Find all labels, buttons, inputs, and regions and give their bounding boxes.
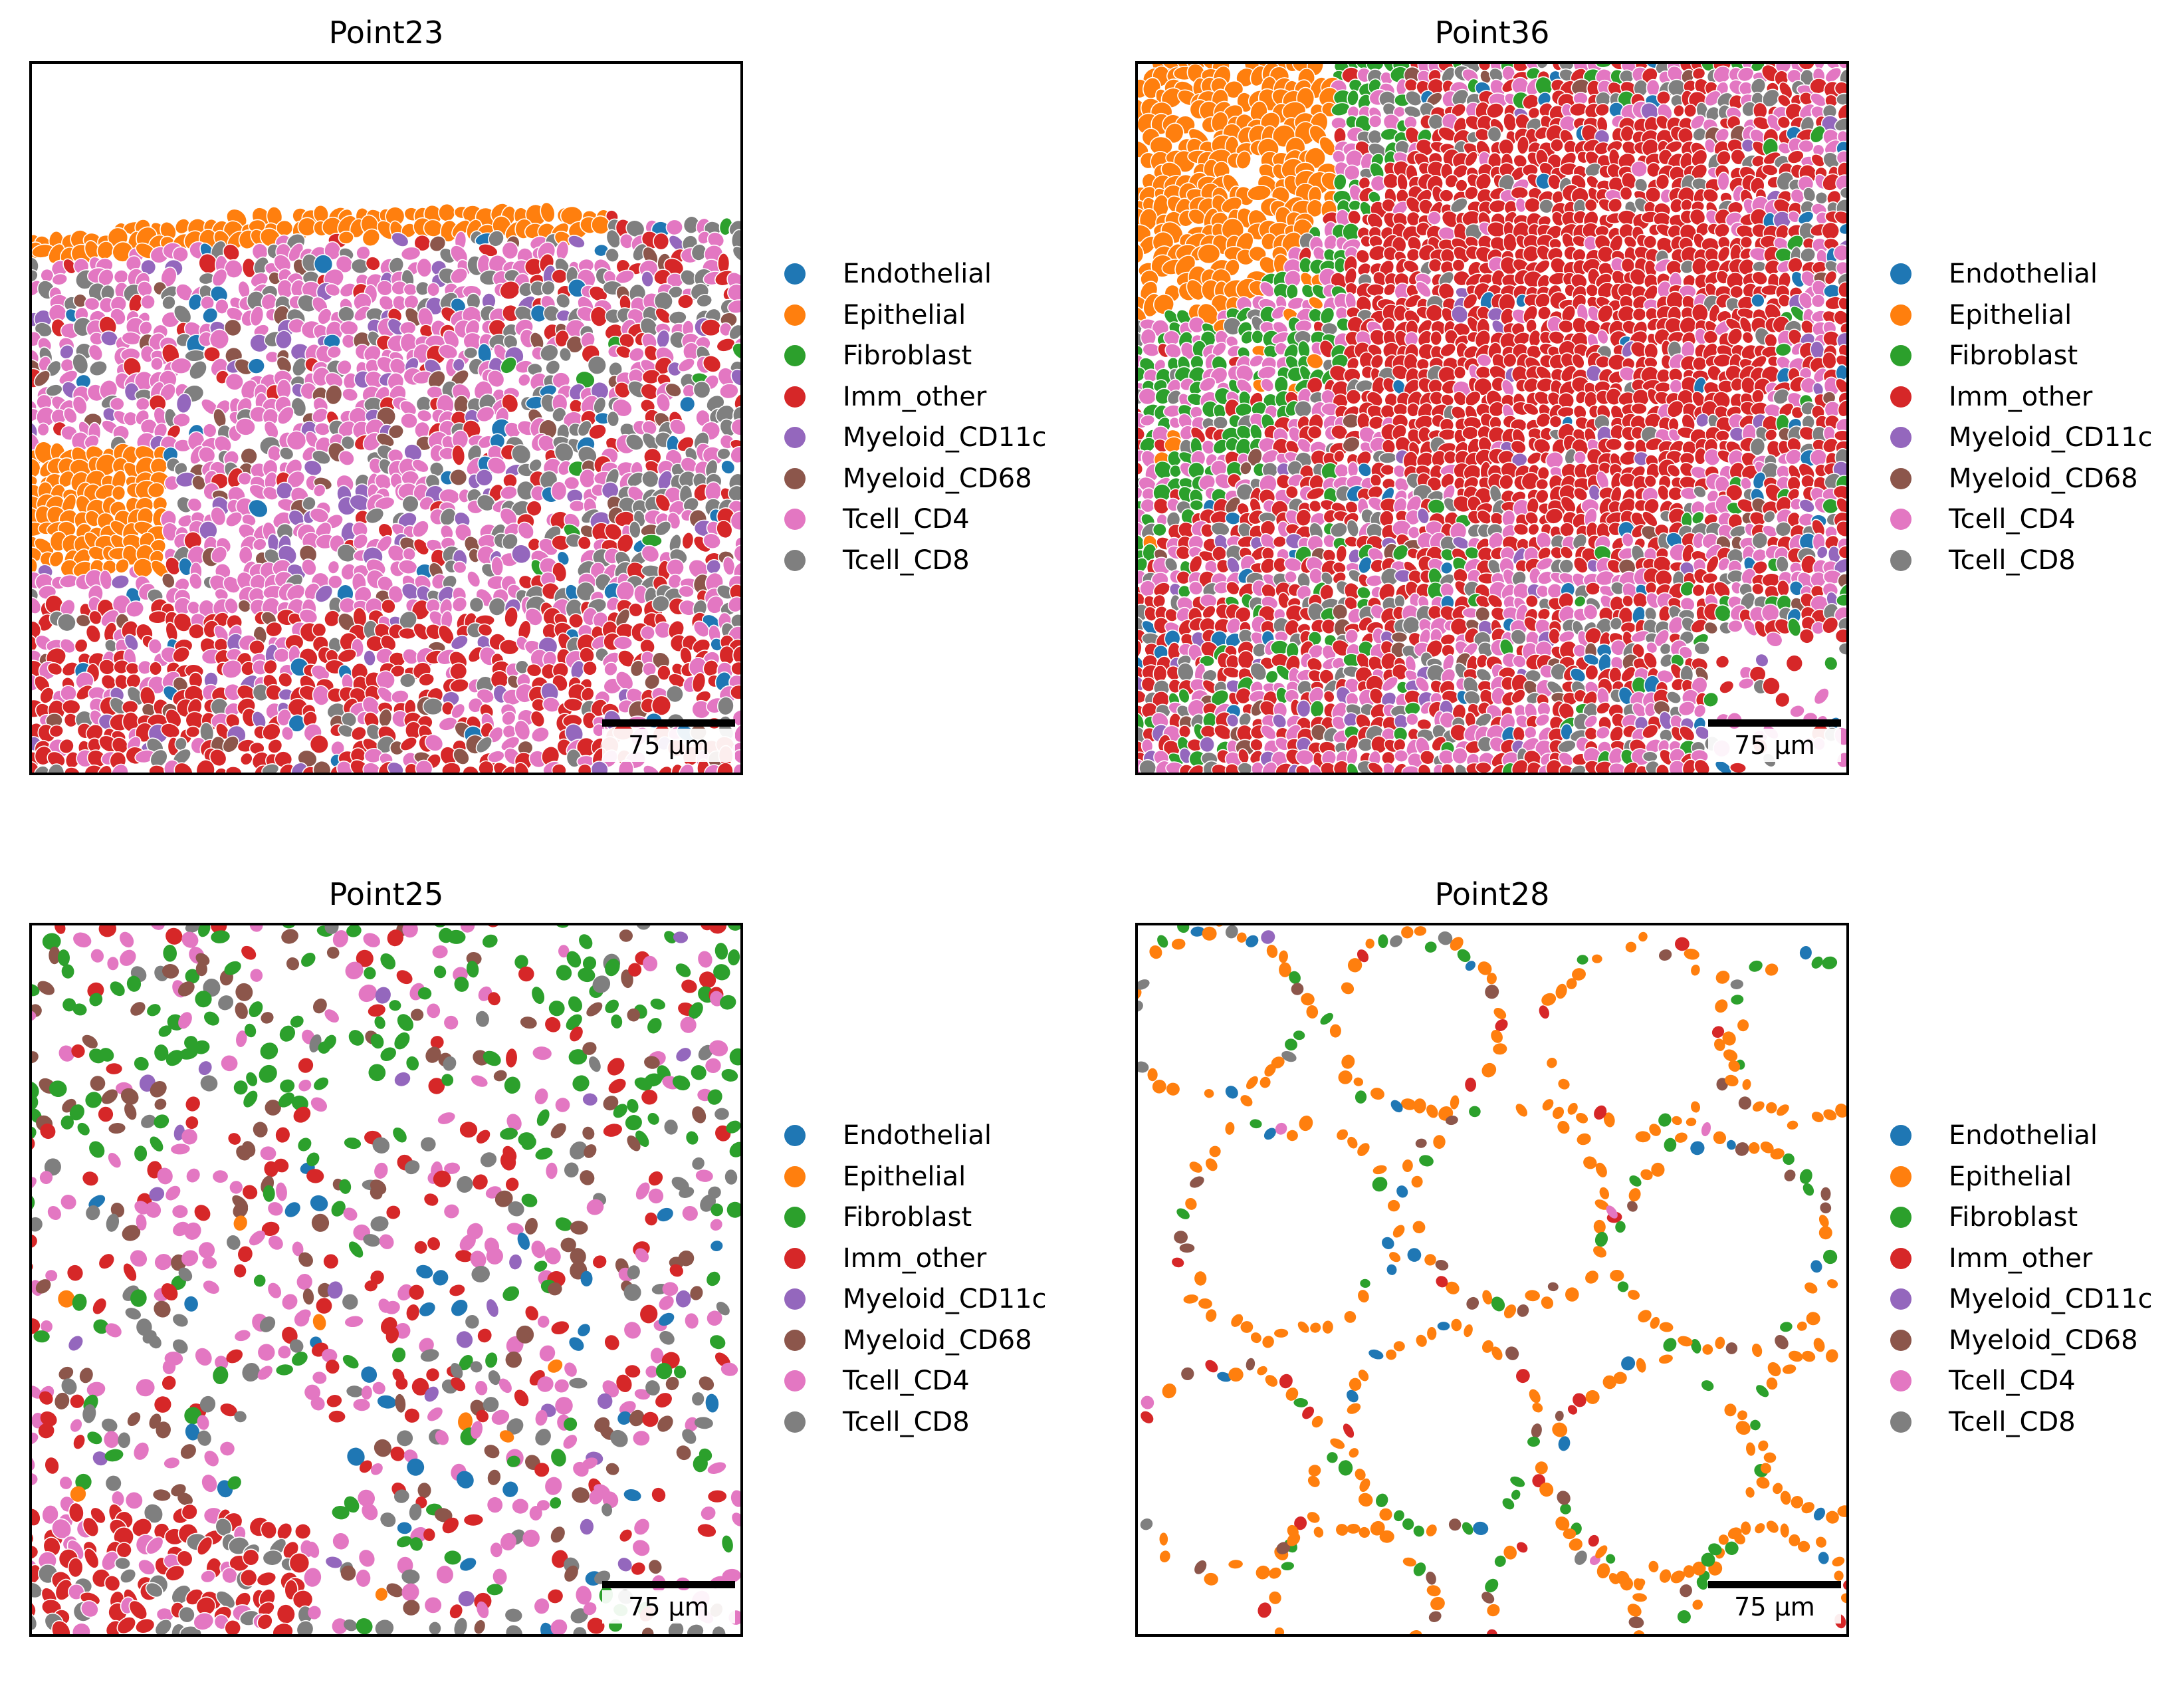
legend-marker (784, 1207, 806, 1228)
legend-marker (784, 386, 806, 408)
scale-bar-label: 75 µm (602, 729, 735, 762)
legend-label: Endothelial (1949, 1116, 2098, 1155)
legend-label: Myeloid_CD11c (843, 418, 1047, 457)
panel-title: Point28 (1135, 876, 1849, 912)
legend-marker (784, 1125, 806, 1146)
legend-label: Endothelial (1949, 254, 2098, 294)
legend-marker (1890, 386, 1911, 408)
panel-title: Point25 (29, 876, 743, 912)
legend-marker (1890, 550, 1911, 571)
panel-title: Point36 (1135, 15, 1849, 51)
legend-label: Myeloid_CD11c (1949, 1279, 2153, 1319)
legend-label: Endothelial (843, 1116, 992, 1155)
legend-marker (784, 468, 806, 489)
legend-label: Fibroblast (1949, 336, 2078, 376)
legend-label: Tcell_CD4 (1949, 499, 2076, 539)
legend-marker (1890, 1248, 1911, 1269)
segmentation-map: 75 µm (29, 923, 743, 1637)
scale-bar-label: 75 µm (1708, 1590, 1841, 1624)
scale-bar-label: 75 µm (1708, 729, 1841, 762)
legend-marker (784, 1370, 806, 1391)
legend-marker (1890, 304, 1911, 326)
legend-marker (1890, 1330, 1911, 1351)
legend-label: Myeloid_CD68 (1949, 459, 2138, 499)
legend-label: Epithelial (1949, 295, 2072, 335)
legend-label: Epithelial (843, 1157, 966, 1197)
legend-label: Epithelial (1949, 1157, 2072, 1197)
legend-marker (1890, 1166, 1911, 1187)
legend-label: Tcell_CD8 (1949, 541, 2076, 580)
scale-bar (602, 719, 735, 727)
legend-label: Myeloid_CD68 (843, 459, 1032, 499)
cell-segmentation (32, 925, 740, 1634)
legend-label: Fibroblast (843, 336, 972, 376)
legend-label: Imm_other (1949, 1239, 2092, 1278)
legend-marker (1890, 427, 1911, 448)
legend-marker (784, 1411, 806, 1433)
legend-label: Myeloid_CD11c (1949, 418, 2153, 457)
legend-marker (784, 345, 806, 366)
segmentation-map: 75 µm (29, 61, 743, 775)
legend-label: Imm_other (843, 377, 986, 417)
legend-label: Tcell_CD4 (1949, 1361, 2076, 1401)
segmentation-map: 75 µm (1135, 923, 1849, 1637)
segmentation-map: 75 µm (1135, 61, 1849, 775)
legend-marker (1890, 1370, 1911, 1391)
legend-marker (1890, 345, 1911, 366)
legend-marker (1890, 468, 1911, 489)
legend-label: Fibroblast (1949, 1197, 2078, 1237)
legend-label: Tcell_CD8 (1949, 1402, 2076, 1442)
legend-marker (1890, 509, 1911, 530)
legend-label: Myeloid_CD68 (1949, 1320, 2138, 1360)
legend-label: Fibroblast (843, 1197, 972, 1237)
legend-label: Myeloid_CD11c (843, 1279, 1047, 1319)
legend-marker (784, 1330, 806, 1351)
legend-marker (1890, 1207, 1911, 1228)
legend-marker (784, 1166, 806, 1187)
legend-marker (784, 509, 806, 530)
legend-marker (784, 550, 806, 571)
legend-label: Myeloid_CD68 (843, 1320, 1032, 1360)
legend-label: Endothelial (843, 254, 992, 294)
legend-marker (784, 263, 806, 285)
legend-marker (1890, 263, 1911, 285)
legend-marker (1890, 1411, 1911, 1433)
cell-segmentation (32, 64, 740, 773)
legend-label: Imm_other (843, 1239, 986, 1278)
legend-label: Tcell_CD8 (843, 1402, 970, 1442)
legend-label: Epithelial (843, 295, 966, 335)
legend-marker (784, 1248, 806, 1269)
cell-segmentation (1138, 64, 1846, 773)
legend-marker (784, 1288, 806, 1310)
legend-label: Tcell_CD4 (843, 1361, 970, 1401)
panel-title: Point23 (29, 15, 743, 51)
legend-marker (1890, 1125, 1911, 1146)
legend-marker (784, 427, 806, 448)
legend-label: Tcell_CD4 (843, 499, 970, 539)
scale-bar (1708, 1581, 1841, 1588)
scale-bar-label: 75 µm (602, 1590, 735, 1624)
legend-label: Imm_other (1949, 377, 2092, 417)
legend-marker (784, 304, 806, 326)
scale-bar (602, 1581, 735, 1588)
legend-label: Tcell_CD8 (843, 541, 970, 580)
legend-marker (1890, 1288, 1911, 1310)
cell-segmentation (1138, 925, 1846, 1634)
scale-bar (1708, 719, 1841, 727)
